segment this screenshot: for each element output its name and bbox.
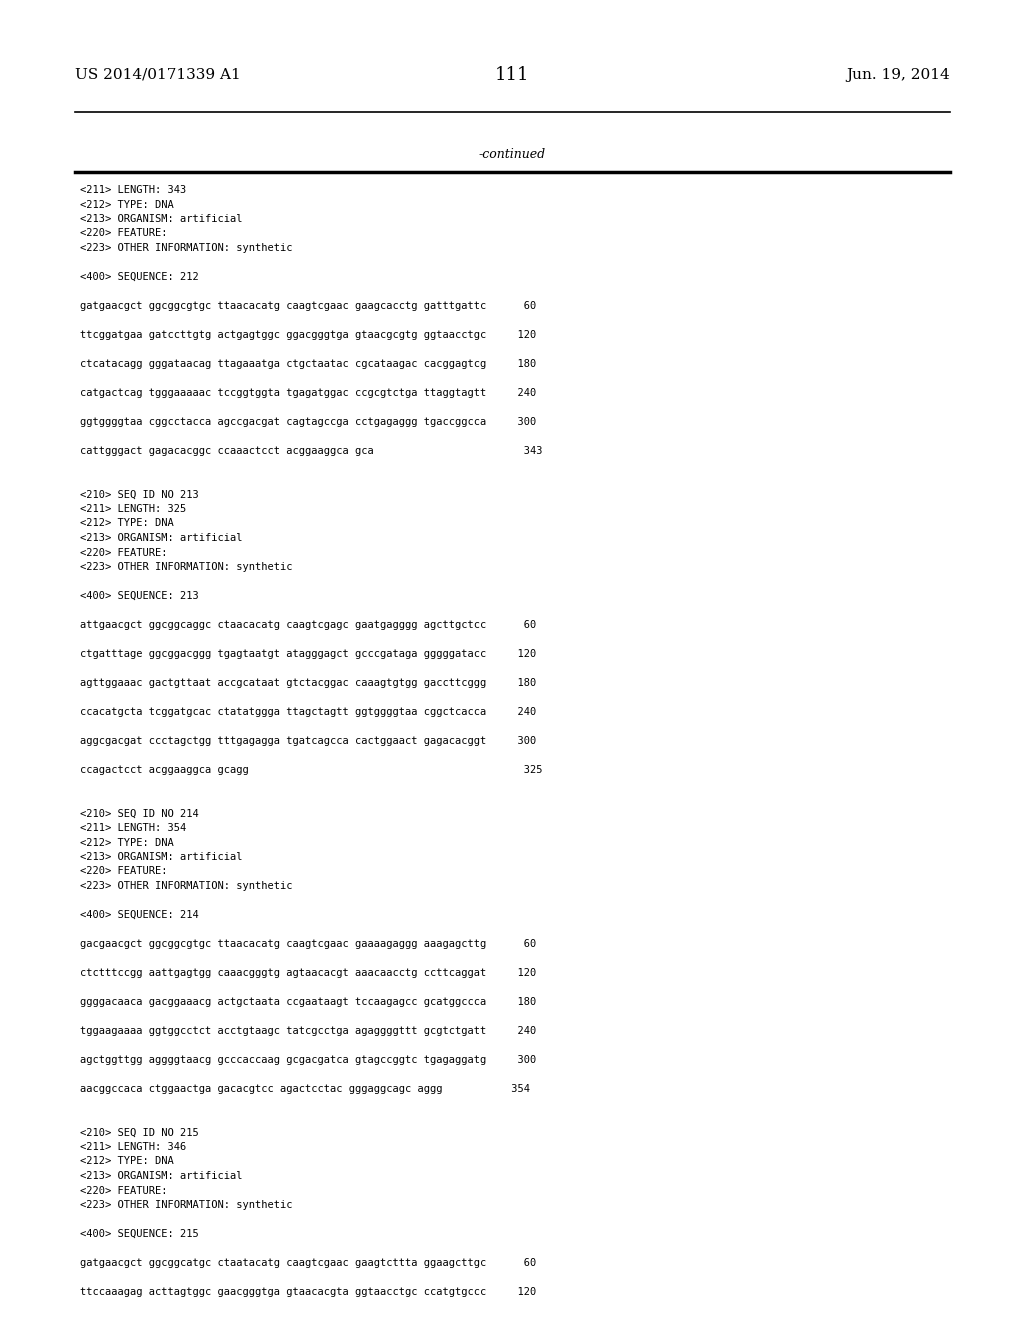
Text: agttggaaac gactgttaat accgcataat gtctacggac caaagtgtgg gaccttcggg     180: agttggaaac gactgttaat accgcataat gtctacg…	[80, 678, 537, 688]
Text: <220> FEATURE:: <220> FEATURE:	[80, 228, 168, 239]
Text: gatgaacgct ggcggcatgc ctaatacatg caagtcgaac gaagtcttta ggaagcttgc      60: gatgaacgct ggcggcatgc ctaatacatg caagtcg…	[80, 1258, 537, 1269]
Text: tggaagaaaa ggtggcctct acctgtaagc tatcgcctga agaggggttt gcgtctgatt     240: tggaagaaaa ggtggcctct acctgtaagc tatcgcc…	[80, 1026, 537, 1036]
Text: <212> TYPE: DNA: <212> TYPE: DNA	[80, 199, 174, 210]
Text: Jun. 19, 2014: Jun. 19, 2014	[846, 69, 950, 82]
Text: <212> TYPE: DNA: <212> TYPE: DNA	[80, 1156, 174, 1167]
Text: ggggacaaca gacggaaacg actgctaata ccgaataagt tccaagagcc gcatggccca     180: ggggacaaca gacggaaacg actgctaata ccgaata…	[80, 997, 537, 1007]
Text: <400> SEQUENCE: 213: <400> SEQUENCE: 213	[80, 591, 199, 601]
Text: <213> ORGANISM: artificial: <213> ORGANISM: artificial	[80, 1171, 243, 1181]
Text: <211> LENGTH: 346: <211> LENGTH: 346	[80, 1142, 186, 1152]
Text: <223> OTHER INFORMATION: synthetic: <223> OTHER INFORMATION: synthetic	[80, 243, 293, 253]
Text: ggtggggtaa cggcctacca agccgacgat cagtagccga cctgagaggg tgaccggcca     300: ggtggggtaa cggcctacca agccgacgat cagtagc…	[80, 417, 537, 426]
Text: 111: 111	[495, 66, 529, 84]
Text: gatgaacgct ggcggcgtgc ttaacacatg caagtcgaac gaagcacctg gatttgattc      60: gatgaacgct ggcggcgtgc ttaacacatg caagtcg…	[80, 301, 537, 312]
Text: <213> ORGANISM: artificial: <213> ORGANISM: artificial	[80, 851, 243, 862]
Text: agctggttgg aggggtaacg gcccaccaag gcgacgatca gtagccggtc tgagaggatg     300: agctggttgg aggggtaacg gcccaccaag gcgacga…	[80, 1055, 537, 1065]
Text: ccacatgcta tcggatgcac ctatatggga ttagctagtt ggtggggtaa cggctcacca     240: ccacatgcta tcggatgcac ctatatggga ttagcta…	[80, 708, 537, 717]
Text: <210> SEQ ID NO 214: <210> SEQ ID NO 214	[80, 808, 199, 818]
Text: <213> ORGANISM: artificial: <213> ORGANISM: artificial	[80, 214, 243, 224]
Text: catgactcag tgggaaaaac tccggtggta tgagatggac ccgcgtctga ttaggtagtt     240: catgactcag tgggaaaaac tccggtggta tgagatg…	[80, 388, 537, 399]
Text: <211> LENGTH: 325: <211> LENGTH: 325	[80, 504, 186, 513]
Text: gacgaacgct ggcggcgtgc ttaacacatg caagtcgaac gaaaagaggg aaagagcttg      60: gacgaacgct ggcggcgtgc ttaacacatg caagtcg…	[80, 939, 537, 949]
Text: -continued: -continued	[478, 148, 546, 161]
Text: <400> SEQUENCE: 215: <400> SEQUENCE: 215	[80, 1229, 199, 1239]
Text: <223> OTHER INFORMATION: synthetic: <223> OTHER INFORMATION: synthetic	[80, 880, 293, 891]
Text: <212> TYPE: DNA: <212> TYPE: DNA	[80, 837, 174, 847]
Text: cattgggact gagacacggc ccaaactcct acggaaggca gca                        343: cattgggact gagacacggc ccaaactcct acggaag…	[80, 446, 543, 455]
Text: aggcgacgat ccctagctgg tttgagagga tgatcagcca cactggaact gagacacggt     300: aggcgacgat ccctagctgg tttgagagga tgatcag…	[80, 737, 537, 746]
Text: <220> FEATURE:: <220> FEATURE:	[80, 1185, 168, 1196]
Text: <220> FEATURE:: <220> FEATURE:	[80, 866, 168, 876]
Text: <400> SEQUENCE: 214: <400> SEQUENCE: 214	[80, 909, 199, 920]
Text: ctgatttage ggcggacggg tgagtaatgt atagggagct gcccgataga gggggatacc     120: ctgatttage ggcggacggg tgagtaatgt ataggga…	[80, 649, 537, 659]
Text: <213> ORGANISM: artificial: <213> ORGANISM: artificial	[80, 533, 243, 543]
Text: aacggccaca ctggaactga gacacgtcc agactcctac gggaggcagc aggg           354: aacggccaca ctggaactga gacacgtcc agactcct…	[80, 1084, 530, 1094]
Text: ctcatacagg gggataacag ttagaaatga ctgctaatac cgcataagac cacggagtcg     180: ctcatacagg gggataacag ttagaaatga ctgctaa…	[80, 359, 537, 370]
Text: ttcggatgaa gatccttgtg actgagtggc ggacgggtga gtaacgcgtg ggtaacctgc     120: ttcggatgaa gatccttgtg actgagtggc ggacggg…	[80, 330, 537, 341]
Text: <211> LENGTH: 354: <211> LENGTH: 354	[80, 822, 186, 833]
Text: <212> TYPE: DNA: <212> TYPE: DNA	[80, 519, 174, 528]
Text: <223> OTHER INFORMATION: synthetic: <223> OTHER INFORMATION: synthetic	[80, 562, 293, 572]
Text: ttccaaagag acttagtggc gaacgggtga gtaacacgta ggtaacctgc ccatgtgccc     120: ttccaaagag acttagtggc gaacgggtga gtaacac…	[80, 1287, 537, 1298]
Text: ccagactcct acggaaggca gcagg                                            325: ccagactcct acggaaggca gcagg 325	[80, 766, 543, 775]
Text: <223> OTHER INFORMATION: synthetic: <223> OTHER INFORMATION: synthetic	[80, 1200, 293, 1210]
Text: <211> LENGTH: 343: <211> LENGTH: 343	[80, 185, 186, 195]
Text: <220> FEATURE:: <220> FEATURE:	[80, 548, 168, 557]
Text: <210> SEQ ID NO 215: <210> SEQ ID NO 215	[80, 1127, 199, 1138]
Text: <210> SEQ ID NO 213: <210> SEQ ID NO 213	[80, 490, 199, 499]
Text: <400> SEQUENCE: 212: <400> SEQUENCE: 212	[80, 272, 199, 282]
Text: US 2014/0171339 A1: US 2014/0171339 A1	[75, 69, 241, 82]
Text: ctctttccgg aattgagtgg caaacgggtg agtaacacgt aaacaacctg ccttcaggat     120: ctctttccgg aattgagtgg caaacgggtg agtaaca…	[80, 968, 537, 978]
Text: attgaacgct ggcggcaggc ctaacacatg caagtcgagc gaatgagggg agcttgctcc      60: attgaacgct ggcggcaggc ctaacacatg caagtcg…	[80, 620, 537, 630]
